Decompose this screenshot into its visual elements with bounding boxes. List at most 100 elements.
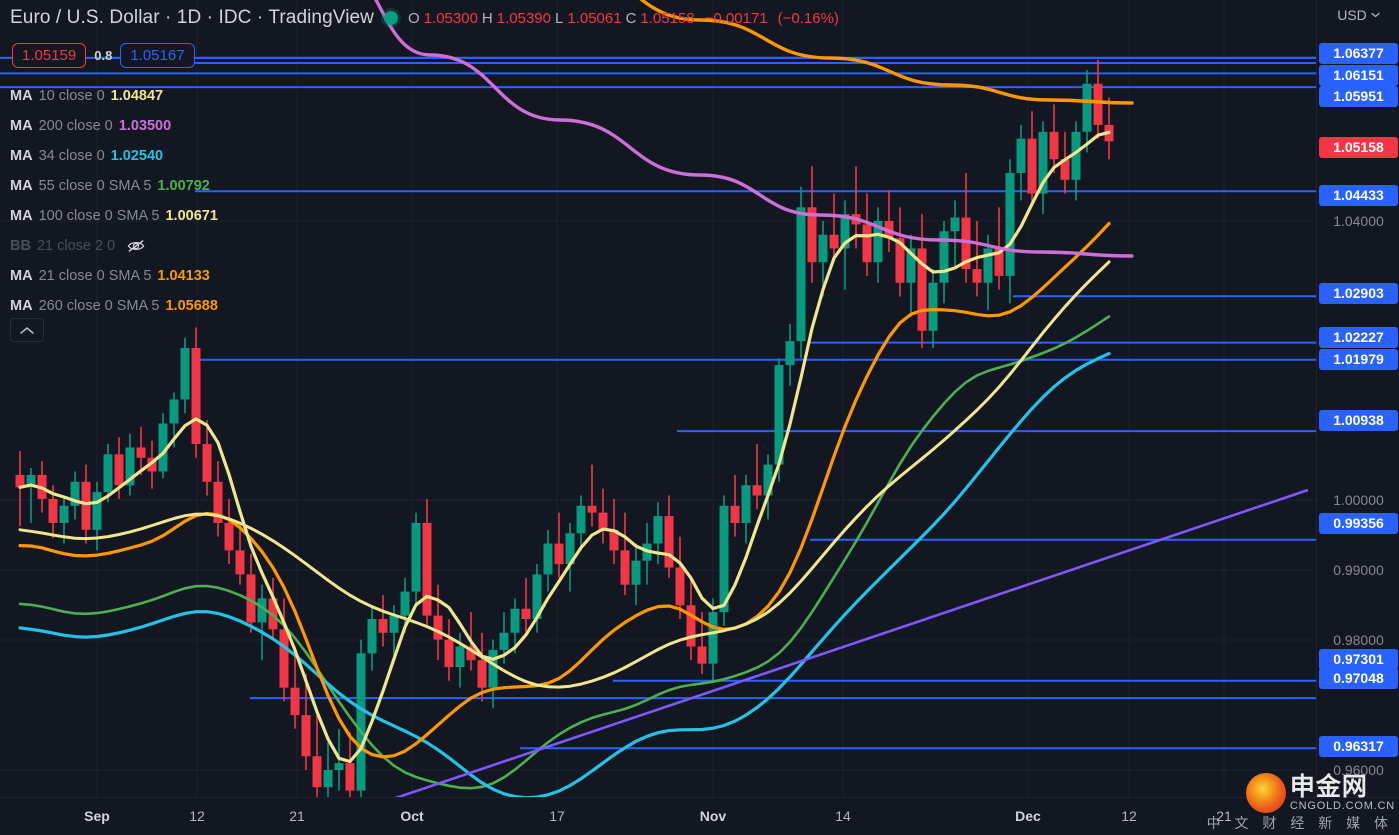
level-price-chip[interactable]: 1.02227 (1319, 327, 1398, 348)
legend-indicator-type: MA (10, 268, 33, 284)
level-price-chip[interactable]: 1.04433 (1319, 185, 1398, 206)
legend-indicator-value: 1.05688 (165, 298, 218, 314)
eye-hidden-icon[interactable] (127, 239, 145, 253)
candle (994, 248, 1004, 276)
legend-indicator-type: MA (10, 298, 33, 314)
candle (400, 591, 410, 616)
candle (433, 615, 443, 640)
legend-item-ma-0[interactable]: MA 10 close 0 1.04847 (10, 81, 218, 111)
ohlc-readout: O 1.05300 H 1.05390 L 1.05061 C 1.05158 −0.0… (408, 10, 839, 27)
candle (81, 481, 91, 530)
candle (697, 646, 707, 664)
legend-item-ma-7[interactable]: MA 260 close 0 SMA 5 1.05688 (10, 291, 218, 321)
level-price-chip[interactable]: 0.97301 (1319, 649, 1398, 670)
time-tick-label: 17 (549, 808, 565, 824)
candle (708, 612, 718, 664)
candle (246, 574, 256, 623)
currency-selector[interactable]: USD (1317, 4, 1399, 26)
legend-indicator-value: 1.02540 (110, 148, 164, 164)
candle (598, 512, 608, 530)
legend-item-ma-6[interactable]: MA 21 close 0 SMA 5 1.04133 (10, 261, 218, 291)
candle (378, 619, 388, 633)
legend-item-ma-2[interactable]: MA 34 close 0 1.02540 (10, 141, 218, 171)
candle (620, 550, 630, 585)
candle (367, 619, 377, 654)
horizontal-level-lines[interactable] (0, 56, 1316, 797)
time-tick-label: 12 (1121, 808, 1137, 824)
candle (818, 234, 828, 263)
candle (136, 447, 146, 458)
candle (235, 550, 245, 575)
level-price-chip[interactable]: 1.01979 (1319, 349, 1398, 370)
level-price-chip[interactable]: 1.05951 (1319, 86, 1398, 107)
ask-price-badge[interactable]: 1.05167 (120, 42, 195, 68)
ma-line-ma34 (18, 352, 1111, 797)
candle (356, 653, 366, 791)
candle (301, 715, 311, 757)
candle (1005, 172, 1015, 276)
candle (1060, 159, 1070, 180)
ohlc-change-pct: (−0.16%) (777, 9, 839, 27)
quote-badges: 1.05159 0.8 1.05167 (12, 41, 195, 69)
candle (444, 639, 454, 668)
legend-collapse-button[interactable] (10, 318, 44, 342)
time-scale[interactable]: Sep 12 21 Oct 17 Nov 14 Dec 12 21 (0, 797, 1399, 835)
current-price-chip[interactable]: 1.05158 (1319, 137, 1398, 158)
legend-indicator-type: MA (10, 118, 33, 134)
legend-item-ma-4[interactable]: MA 100 close 0 SMA 5 1.00671 (10, 201, 218, 231)
time-tick-label: 21 (1216, 808, 1232, 824)
candle (961, 217, 971, 270)
price-scale[interactable]: USD 1.04000 1.00000 0.99000 0.98000 0.96000 1… (1316, 0, 1399, 797)
legend-indicator-type: MA (10, 178, 33, 194)
candle (653, 516, 663, 544)
level-price-chip[interactable]: 0.96317 (1319, 736, 1398, 757)
legend-item-bb-5[interactable]: BB 21 close 2 0 (10, 231, 218, 261)
price-tick-label: 0.99000 (1333, 562, 1384, 578)
candle (950, 217, 960, 232)
legend-indicator-type: BB (10, 238, 31, 254)
candle (807, 207, 817, 263)
ma-line-ma100 (18, 260, 1111, 689)
candle (411, 522, 421, 592)
candle (455, 646, 465, 668)
level-price-chip[interactable]: 0.97048 (1319, 668, 1398, 689)
candle (774, 365, 784, 465)
candle (70, 481, 80, 506)
legend-item-ma-3[interactable]: MA 55 close 0 SMA 5 1.00792 (10, 171, 218, 201)
candle (730, 505, 740, 523)
ma-line-ma200 (374, 0, 1134, 258)
candle (103, 454, 113, 493)
chart-canvas (0, 0, 1316, 797)
trendline[interactable] (372, 488, 1309, 797)
candle (532, 574, 542, 620)
candle (422, 522, 432, 616)
candle (323, 770, 333, 788)
candle (939, 231, 949, 283)
candle (279, 629, 289, 688)
legend-item-ma-1[interactable]: MA 200 close 0 1.03500 (10, 111, 218, 141)
candle (202, 444, 212, 482)
price-tick-label: 1.04000 (1333, 213, 1384, 229)
level-price-chip[interactable]: 1.00938 (1319, 410, 1398, 431)
legend-indicator-value: 1.00671 (165, 208, 218, 224)
level-price-chip[interactable]: 1.02903 (1319, 283, 1398, 304)
spread-value: 0.8 (94, 47, 113, 63)
candle (554, 543, 564, 565)
candle (785, 341, 795, 366)
candle (389, 615, 399, 633)
candle (983, 248, 993, 283)
candle (312, 756, 322, 788)
candle (1082, 83, 1092, 132)
symbol-title[interactable]: Euro / U.S. Dollar · 1D · IDC · TradingV… (10, 7, 375, 28)
candle (466, 646, 476, 661)
bid-price-badge[interactable]: 1.05159 (12, 42, 87, 68)
ma-line-ma55 (18, 315, 1111, 790)
live-dot-icon (384, 11, 399, 25)
candlestick-series[interactable] (15, 59, 1114, 797)
level-price-chip[interactable]: 0.99356 (1319, 513, 1398, 534)
chart-plot-area[interactable] (0, 0, 1316, 797)
level-price-chip[interactable]: 1.06151 (1319, 65, 1398, 86)
candle (488, 649, 498, 688)
level-price-chip[interactable]: 1.06377 (1319, 43, 1398, 64)
